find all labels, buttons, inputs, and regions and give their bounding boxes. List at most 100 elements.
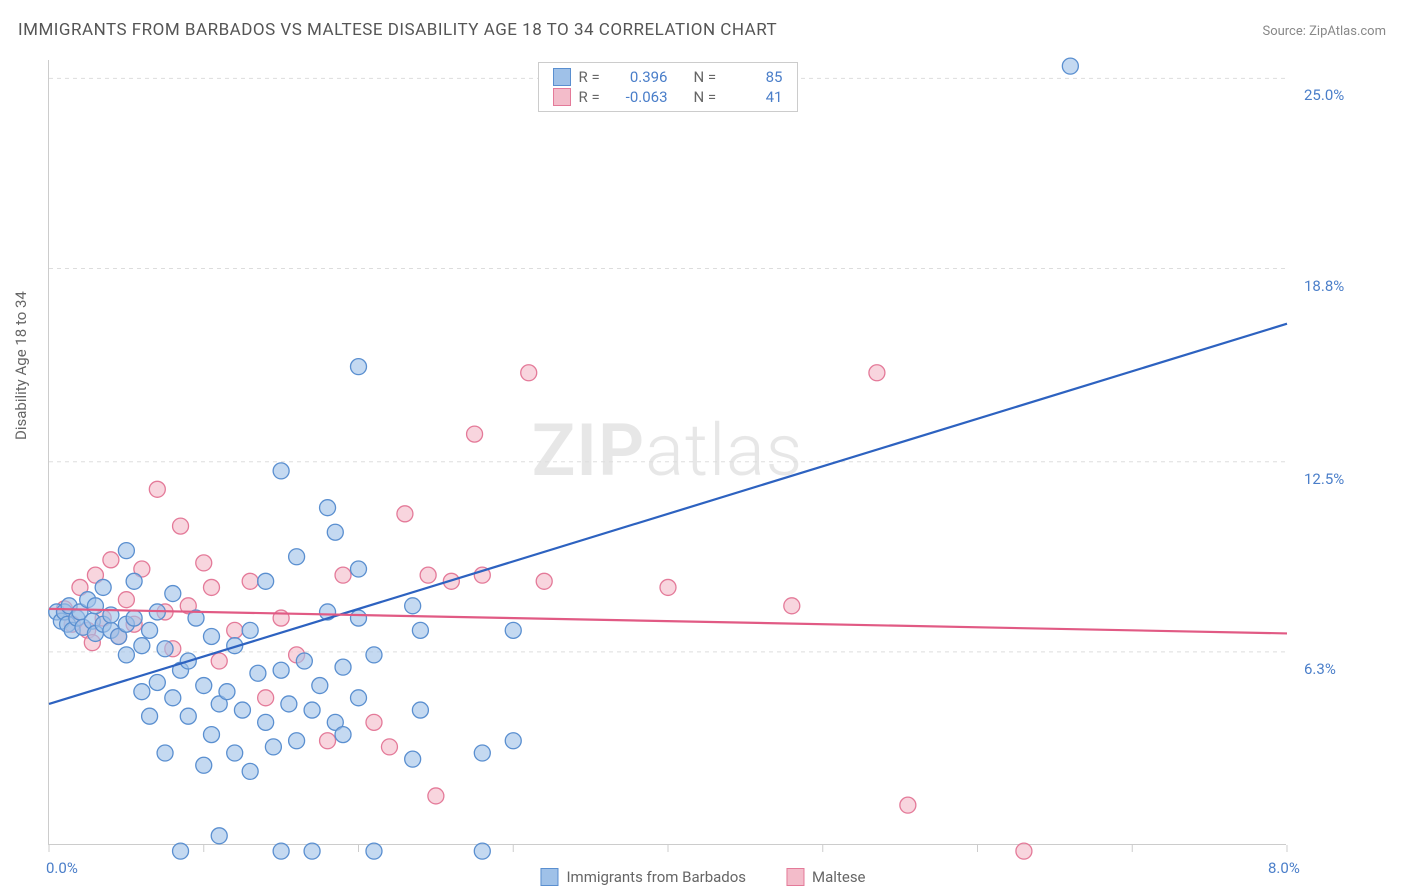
- legend-swatch-bottom-1: [786, 868, 804, 886]
- scatter-point: [273, 662, 289, 678]
- scatter-point: [1062, 58, 1078, 74]
- legend-label-0: Immigrants from Barbados: [566, 868, 746, 886]
- scatter-point: [173, 843, 189, 859]
- scatter-point: [258, 714, 274, 730]
- scatter-point: [273, 463, 289, 479]
- legend-swatch-1: [553, 88, 571, 106]
- scatter-point: [467, 426, 483, 442]
- y-tick-label: 18.8%: [1304, 277, 1344, 295]
- scatter-point: [95, 579, 111, 595]
- scatter-point: [412, 702, 428, 718]
- scatter-point: [242, 763, 258, 779]
- scatter-point: [505, 622, 521, 638]
- scatter-point: [320, 500, 336, 516]
- scatter-point: [234, 702, 250, 718]
- scatter-point: [521, 365, 537, 381]
- r-value-0: 0.396: [613, 68, 668, 86]
- scatter-point: [211, 828, 227, 844]
- scatter-point: [784, 598, 800, 614]
- scatter-point: [304, 702, 320, 718]
- scatter-point: [157, 641, 173, 657]
- scatter-point: [87, 598, 103, 614]
- scatter-point: [165, 586, 181, 602]
- scatter-point: [536, 573, 552, 589]
- legend-item-1: Maltese: [786, 868, 865, 886]
- scatter-point: [351, 610, 367, 626]
- scatter-point: [366, 843, 382, 859]
- scatter-point: [173, 518, 189, 534]
- y-axis-label: Disability Age 18 to 34: [12, 291, 30, 440]
- legend-row-series-0: R = 0.396 N = 85: [553, 67, 783, 87]
- scatter-point: [157, 745, 173, 761]
- legend-series: Immigrants from Barbados Maltese: [540, 868, 865, 886]
- scatter-point: [227, 745, 243, 761]
- legend-label-1: Maltese: [812, 868, 865, 886]
- scatter-point: [366, 647, 382, 663]
- scatter-point: [118, 592, 134, 608]
- scatter-point: [869, 365, 885, 381]
- scatter-point: [126, 573, 142, 589]
- scatter-point: [258, 573, 274, 589]
- scatter-point: [149, 674, 165, 690]
- scatter-point: [265, 739, 281, 755]
- x-tick-label-left: 0.0%: [46, 859, 78, 877]
- scatter-point: [180, 708, 196, 724]
- scatter-point: [351, 690, 367, 706]
- scatter-point: [273, 843, 289, 859]
- scatter-point: [289, 549, 305, 565]
- scatter-point: [281, 696, 297, 712]
- scatter-point: [134, 684, 150, 700]
- scatter-point: [366, 714, 382, 730]
- scatter-point: [203, 727, 219, 743]
- legend-swatch-0: [553, 68, 571, 86]
- scatter-point: [219, 684, 235, 700]
- scatter-point: [203, 628, 219, 644]
- n-label-1: N =: [694, 88, 720, 106]
- scatter-point: [412, 622, 428, 638]
- plot-svg: [49, 60, 1286, 844]
- scatter-point: [397, 506, 413, 522]
- source-label: Source: ZipAtlas.com: [1262, 24, 1386, 39]
- scatter-point: [381, 739, 397, 755]
- scatter-point: [405, 598, 421, 614]
- scatter-point: [335, 567, 351, 583]
- scatter-point: [474, 745, 490, 761]
- scatter-point: [428, 788, 444, 804]
- scatter-point: [474, 843, 490, 859]
- scatter-point: [351, 561, 367, 577]
- scatter-point: [250, 665, 266, 681]
- scatter-point: [327, 524, 343, 540]
- r-value-1: -0.063: [613, 88, 668, 106]
- n-label-0: N =: [694, 68, 720, 86]
- scatter-point: [335, 727, 351, 743]
- y-tick-label: 6.3%: [1304, 660, 1336, 678]
- scatter-point: [103, 552, 119, 568]
- scatter-point: [242, 622, 258, 638]
- scatter-point: [351, 359, 367, 375]
- chart-title: IMMIGRANTS FROM BARBADOS VS MALTESE DISA…: [18, 20, 777, 40]
- scatter-point: [335, 659, 351, 675]
- scatter-point: [203, 579, 219, 595]
- scatter-point: [126, 610, 142, 626]
- scatter-point: [118, 543, 134, 559]
- legend-item-0: Immigrants from Barbados: [540, 868, 746, 886]
- y-tick-label: 25.0%: [1304, 86, 1344, 104]
- scatter-point: [320, 733, 336, 749]
- scatter-point: [165, 690, 181, 706]
- y-tick-label: 12.5%: [1304, 470, 1344, 488]
- scatter-point: [505, 733, 521, 749]
- scatter-point: [304, 843, 320, 859]
- scatter-point: [660, 579, 676, 595]
- legend-row-series-1: R = -0.063 N = 41: [553, 87, 783, 107]
- scatter-point: [289, 733, 305, 749]
- scatter-point: [196, 678, 212, 694]
- scatter-point: [118, 647, 134, 663]
- scatter-point: [142, 708, 158, 724]
- scatter-point: [211, 653, 227, 669]
- trend-line: [49, 324, 1287, 704]
- chart-container: IMMIGRANTS FROM BARBADOS VS MALTESE DISA…: [0, 0, 1406, 892]
- scatter-point: [242, 573, 258, 589]
- scatter-point: [196, 757, 212, 773]
- r-label-1: R =: [579, 88, 605, 106]
- scatter-point: [227, 622, 243, 638]
